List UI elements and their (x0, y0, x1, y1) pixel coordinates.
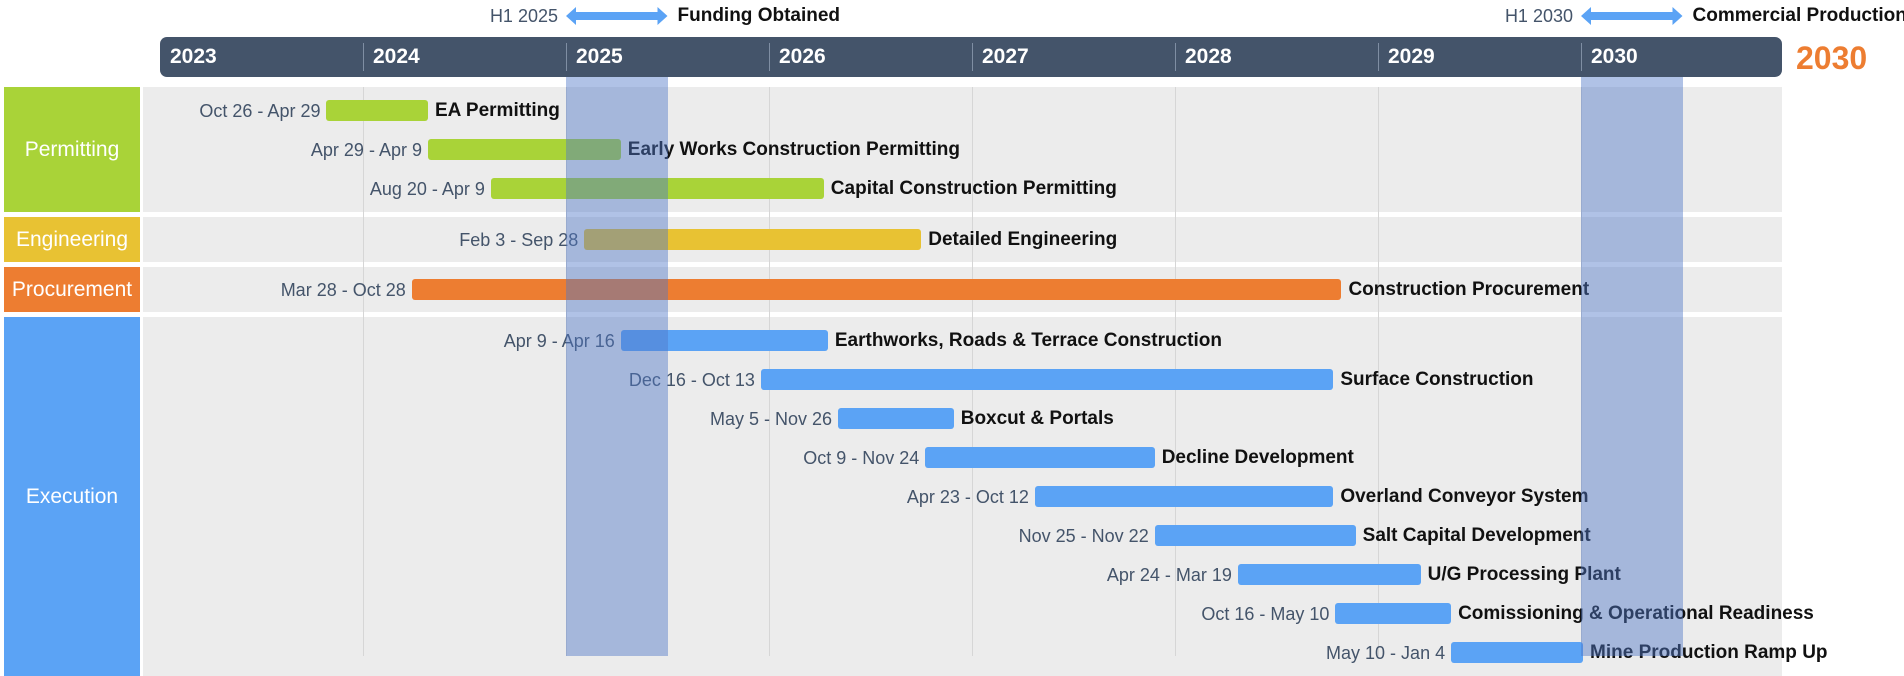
task-bar (1155, 525, 1356, 546)
year-label: 2026 (769, 37, 972, 77)
group-label-permitting: Permitting (4, 87, 140, 212)
end-year-label: 2030 (1796, 37, 1867, 77)
year-separator (1378, 43, 1379, 71)
milestone-label: Commercial Production (1693, 3, 1904, 29)
gridline (363, 87, 364, 656)
task-name: Decline Development (1162, 446, 1354, 470)
year-label: 2028 (1175, 37, 1378, 77)
year-label: 2023 (160, 37, 363, 77)
year-separator (769, 43, 770, 71)
milestone-date: H1 2030 (1453, 3, 1573, 29)
milestone-band (566, 77, 668, 656)
task-name: Salt Capital Development (1363, 524, 1591, 548)
milestone-arrows (0, 0, 1904, 40)
task-bar (1238, 564, 1421, 585)
group-label-procurement: Procurement (4, 267, 140, 312)
task-bar (326, 100, 428, 121)
task-name: Early Works Construction Permitting (628, 138, 960, 162)
year-label: 2030 (1581, 37, 1784, 77)
year-label: 2029 (1378, 37, 1581, 77)
task-name: Boxcut & Portals (961, 407, 1114, 431)
task-bar (838, 408, 954, 429)
group-label-execution: Execution (4, 317, 140, 676)
task-dates: Feb 3 - Sep 28 (459, 228, 578, 252)
milestone-arrow (566, 7, 668, 25)
task-dates: Oct 16 - May 10 (1201, 602, 1329, 626)
task-dates: Mar 28 - Oct 28 (281, 278, 406, 302)
task-dates: Apr 23 - Oct 12 (907, 485, 1029, 509)
task-dates: Oct 26 - Apr 29 (199, 99, 320, 123)
year-separator (1581, 43, 1582, 71)
task-name: Construction Procurement (1348, 278, 1589, 302)
task-bar (412, 279, 1342, 300)
task-dates: Apr 29 - Apr 9 (311, 138, 422, 162)
task-name: Earthworks, Roads & Terrace Construction (835, 329, 1222, 353)
year-separator (363, 43, 364, 71)
task-dates: May 10 - Jan 4 (1326, 641, 1445, 665)
year-label: 2025 (566, 37, 769, 77)
task-name: Detailed Engineering (928, 228, 1117, 252)
task-dates: Apr 24 - Mar 19 (1107, 563, 1232, 587)
year-separator (566, 43, 567, 71)
group-label-engineering: Engineering (4, 217, 140, 262)
task-name: Overland Conveyor System (1340, 485, 1588, 509)
year-label: 2027 (972, 37, 1175, 77)
milestone-label: Funding Obtained (678, 3, 841, 29)
task-dates: Oct 9 - Nov 24 (803, 446, 919, 470)
milestone-band (1581, 77, 1683, 656)
year-label: 2024 (363, 37, 566, 77)
task-dates: Nov 25 - Nov 22 (1019, 524, 1149, 548)
year-separator (972, 43, 973, 71)
year-separator (1175, 43, 1176, 71)
task-bar (1035, 486, 1333, 507)
task-bar (1335, 603, 1451, 624)
task-name: Surface Construction (1340, 368, 1533, 392)
milestone-arrow (1581, 7, 1683, 25)
task-name: Capital Construction Permitting (831, 177, 1117, 201)
task-bar (925, 447, 1154, 468)
milestone-date: H1 2025 (438, 3, 558, 29)
task-dates: Aug 20 - Apr 9 (370, 177, 485, 201)
task-name: EA Permitting (435, 99, 560, 123)
task-bar (761, 369, 1333, 390)
task-dates: May 5 - Nov 26 (710, 407, 832, 431)
